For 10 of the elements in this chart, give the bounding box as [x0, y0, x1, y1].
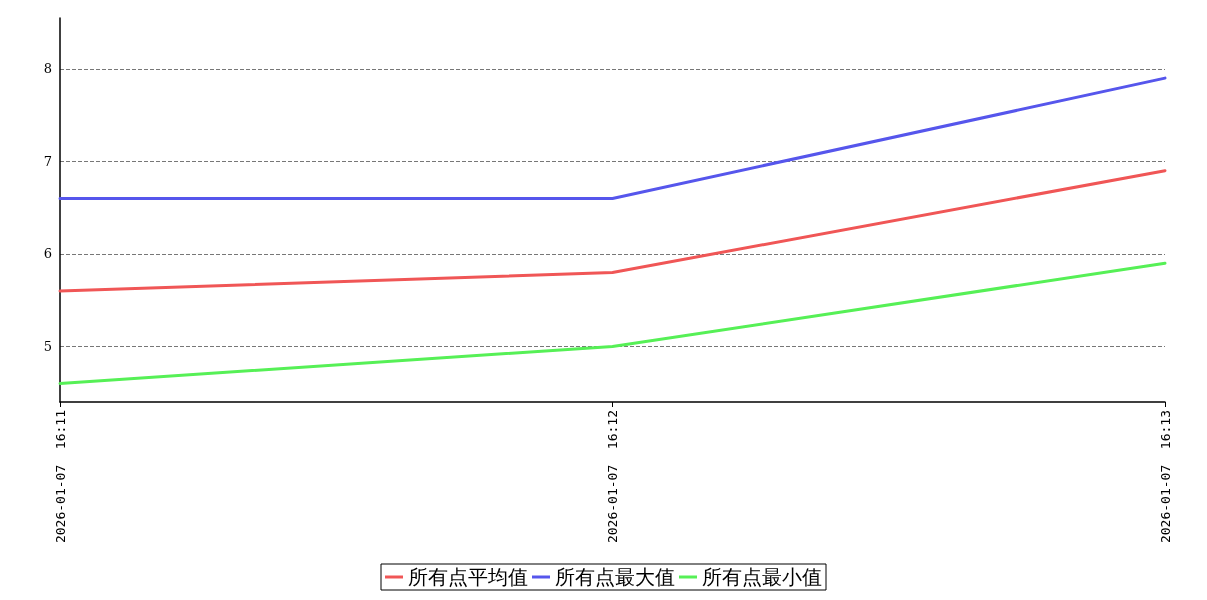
legend-label: 所有点最大值	[555, 565, 675, 589]
legend-label: 所有点最小值	[702, 565, 822, 589]
x-tick-label: 2026-01-07 16:12	[605, 410, 620, 544]
y-tick-label: 8	[43, 61, 52, 77]
legend-label: 所有点平均值	[408, 565, 528, 589]
y-tick-label: 6	[43, 246, 52, 262]
x-tick-label: 2026-01-07 16:11	[52, 410, 68, 544]
y-tick-label: 7	[43, 153, 52, 169]
x-tick-label: 2026-01-07 16:13	[1157, 410, 1173, 544]
y-tick-label: 5	[43, 338, 52, 354]
